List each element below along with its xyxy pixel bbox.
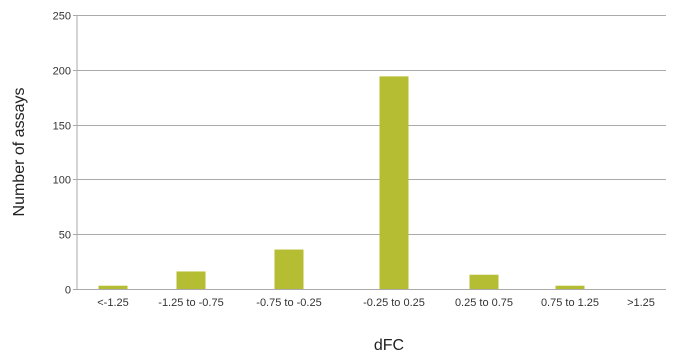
bar [469, 274, 499, 289]
y-tick-label: 150 [53, 121, 71, 133]
y-tick-label: 250 [53, 11, 71, 23]
bar [176, 271, 206, 289]
x-tick-label: >1.25 [627, 297, 655, 309]
x-tick-label: -0.25 to 0.25 [363, 297, 425, 309]
y-tick-label: 50 [59, 230, 71, 242]
x-tick-label: -0.75 to -0.25 [256, 297, 321, 309]
bar [274, 249, 304, 289]
y-tick-label: 100 [53, 175, 71, 187]
x-tick-label: 0.75 to 1.25 [541, 297, 599, 309]
bars [98, 76, 585, 289]
x-axis-title: dFC [374, 337, 404, 354]
x-tick-label: <-1.25 [97, 297, 129, 309]
y-tick-label: 0 [65, 285, 71, 297]
bar [98, 285, 128, 289]
gridlines [73, 15, 666, 290]
y-tick-label: 200 [53, 66, 71, 78]
bar [379, 76, 409, 289]
x-tick-labels: <-1.25 -1.25 to -0.75 -0.75 to -0.25 -0.25 … [97, 297, 655, 309]
x-tick-label: -1.25 to -0.75 [158, 297, 223, 309]
y-tick-labels: 0 50 100 150 200 250 [53, 11, 71, 297]
x-tick-label: 0.25 to 0.75 [455, 297, 513, 309]
bar [555, 285, 585, 289]
y-axis-title: Number of assays [11, 88, 28, 217]
